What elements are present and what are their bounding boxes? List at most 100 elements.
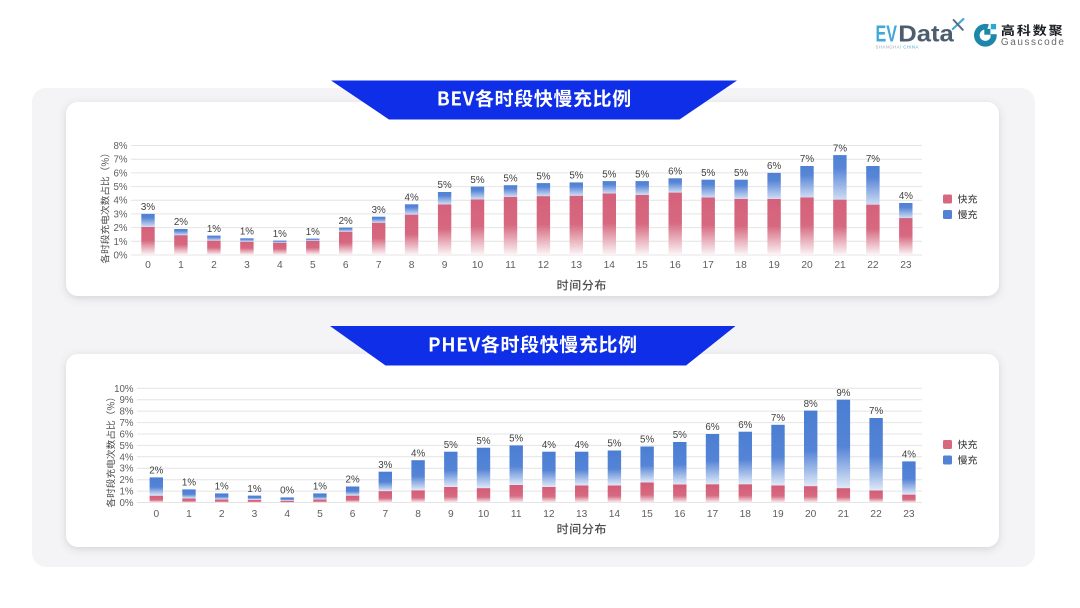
svg-text:8%: 8% — [119, 407, 133, 418]
svg-text:5%: 5% — [438, 180, 452, 191]
svg-text:4%: 4% — [575, 440, 589, 451]
svg-text:1%: 1% — [207, 224, 221, 235]
svg-text:8: 8 — [415, 509, 421, 520]
svg-text:2%: 2% — [119, 475, 133, 486]
svg-text:22: 22 — [870, 509, 882, 520]
svg-text:5%: 5% — [607, 439, 621, 450]
svg-text:19: 19 — [768, 260, 780, 271]
svg-text:20: 20 — [805, 509, 817, 520]
svg-text:4%: 4% — [899, 191, 913, 202]
svg-text:2: 2 — [211, 260, 217, 271]
svg-text:0%: 0% — [119, 498, 133, 509]
svg-text:1%: 1% — [215, 482, 229, 493]
svg-text:15: 15 — [637, 260, 649, 271]
svg-text:5%: 5% — [701, 168, 715, 179]
svg-text:9: 9 — [448, 509, 454, 520]
svg-text:3%: 3% — [378, 460, 392, 471]
svg-text:7%: 7% — [119, 418, 133, 429]
svg-text:5: 5 — [317, 509, 323, 520]
svg-text:2%: 2% — [339, 216, 353, 227]
svg-text:5%: 5% — [113, 182, 127, 193]
svg-text:4%: 4% — [411, 448, 425, 459]
svg-text:2%: 2% — [346, 475, 360, 486]
svg-text:3: 3 — [252, 509, 258, 520]
svg-text:6%: 6% — [113, 168, 127, 179]
svg-text:9: 9 — [442, 260, 448, 271]
svg-text:4%: 4% — [405, 193, 419, 204]
svg-text:5%: 5% — [503, 173, 517, 184]
svg-text:8%: 8% — [804, 399, 818, 410]
svg-text:2%: 2% — [174, 217, 188, 228]
svg-text:1%: 1% — [240, 227, 254, 238]
svg-text:Data: Data — [898, 20, 954, 46]
svg-text:11: 11 — [505, 260, 516, 271]
svg-text:6: 6 — [350, 509, 356, 520]
svg-text:5%: 5% — [569, 171, 583, 182]
svg-text:1: 1 — [186, 509, 192, 520]
svg-text:4%: 4% — [119, 452, 133, 463]
svg-text:5%: 5% — [635, 169, 649, 180]
svg-text:9%: 9% — [836, 388, 850, 399]
svg-text:8%: 8% — [113, 141, 127, 152]
svg-text:5%: 5% — [509, 434, 523, 445]
svg-text:1%: 1% — [313, 482, 327, 493]
svg-text:3: 3 — [244, 260, 250, 271]
svg-text:12: 12 — [538, 260, 550, 271]
svg-text:22: 22 — [867, 260, 879, 271]
svg-text:1%: 1% — [182, 478, 196, 489]
svg-text:6: 6 — [343, 260, 349, 271]
svg-text:7%: 7% — [113, 155, 127, 166]
svg-text:1%: 1% — [247, 484, 261, 495]
svg-text:6%: 6% — [738, 420, 752, 431]
svg-text:2%: 2% — [149, 466, 163, 477]
svg-text:21: 21 — [834, 260, 846, 271]
svg-text:7%: 7% — [833, 143, 847, 154]
svg-text:4: 4 — [284, 509, 290, 520]
svg-text:8: 8 — [409, 260, 415, 271]
svg-text:3%: 3% — [372, 205, 386, 216]
svg-text:EV: EV — [876, 20, 898, 46]
svg-text:7%: 7% — [866, 154, 880, 165]
svg-text:20: 20 — [801, 260, 813, 271]
svg-text:5%: 5% — [470, 175, 484, 186]
svg-text:4%: 4% — [542, 440, 556, 451]
svg-text:11: 11 — [511, 509, 522, 520]
svg-text:2%: 2% — [113, 223, 127, 234]
svg-text:5: 5 — [310, 260, 316, 271]
svg-text:0%: 0% — [280, 486, 294, 497]
svg-text:14: 14 — [609, 509, 621, 520]
svg-text:3%: 3% — [113, 209, 127, 220]
svg-text:5%: 5% — [119, 441, 133, 452]
svg-text:7: 7 — [376, 260, 382, 271]
svg-text:12: 12 — [543, 509, 555, 520]
svg-text:9%: 9% — [119, 395, 133, 406]
svg-text:10%: 10% — [114, 384, 134, 395]
svg-text:14: 14 — [604, 260, 616, 271]
svg-text:17: 17 — [707, 509, 719, 520]
svg-text:7%: 7% — [869, 406, 883, 417]
svg-text:23: 23 — [900, 260, 912, 271]
svg-text:18: 18 — [740, 509, 752, 520]
svg-text:5%: 5% — [734, 168, 748, 179]
svg-text:19: 19 — [772, 509, 784, 520]
svg-text:4%: 4% — [902, 450, 916, 461]
svg-text:3%: 3% — [119, 464, 133, 475]
svg-text:4%: 4% — [113, 196, 127, 207]
svg-text:18: 18 — [735, 260, 747, 271]
svg-text:7%: 7% — [800, 154, 814, 165]
svg-text:21: 21 — [838, 509, 850, 520]
svg-text:1: 1 — [178, 260, 184, 271]
svg-text:6%: 6% — [668, 167, 682, 178]
svg-text:7%: 7% — [771, 413, 785, 424]
svg-text:10: 10 — [472, 260, 484, 271]
svg-text:16: 16 — [670, 260, 682, 271]
svg-text:1%: 1% — [119, 487, 133, 498]
svg-text:0: 0 — [145, 260, 151, 271]
svg-text:1%: 1% — [306, 227, 320, 238]
svg-text:2: 2 — [219, 509, 225, 520]
svg-text:16: 16 — [674, 509, 686, 520]
svg-text:6%: 6% — [705, 422, 719, 433]
svg-text:6%: 6% — [119, 430, 133, 441]
svg-text:Gausscode: Gausscode — [1001, 37, 1066, 48]
svg-text:1%: 1% — [113, 237, 127, 248]
